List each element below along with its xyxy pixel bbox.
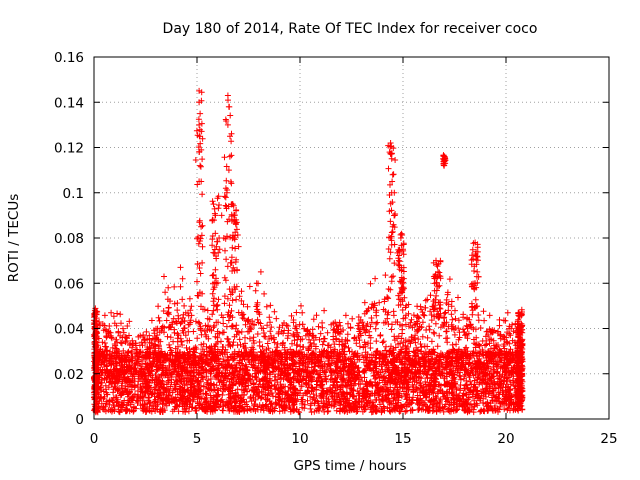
y-tick-label: 0.04 xyxy=(54,322,84,338)
roti-point-markers xyxy=(91,87,526,416)
y-tick-label: 0.02 xyxy=(54,367,84,383)
x-axis-label: GPS time / hours xyxy=(293,458,406,474)
axis-ticks xyxy=(93,56,610,420)
y-tick-label: 0.06 xyxy=(54,276,84,292)
x-tick-label: 0 xyxy=(90,431,99,447)
y-tick-label: 0.14 xyxy=(54,95,84,111)
y-tick-label: 0.16 xyxy=(54,50,84,66)
y-tick-label: 0.08 xyxy=(54,231,84,247)
chart-title: Day 180 of 2014, Rate Of TEC Index for r… xyxy=(163,21,538,37)
x-tick-label: 5 xyxy=(193,431,202,447)
y-axis-label: ROTI / TECUs xyxy=(6,194,22,282)
axis-tick-labels: 0 5 10 15 20 25 0 0.02 0.04 0.06 0.08 0.1 0.12 0.14 0.… xyxy=(54,50,618,447)
x-tick-label: 10 xyxy=(291,431,308,447)
x-tick-label: 15 xyxy=(394,431,411,447)
x-tick-label: 25 xyxy=(600,431,617,447)
y-tick-label: 0 xyxy=(75,412,84,428)
y-tick-label: 0.1 xyxy=(63,186,84,202)
x-tick-label: 20 xyxy=(497,431,514,447)
y-tick-label: 0.12 xyxy=(54,141,84,157)
data-points xyxy=(91,87,526,416)
